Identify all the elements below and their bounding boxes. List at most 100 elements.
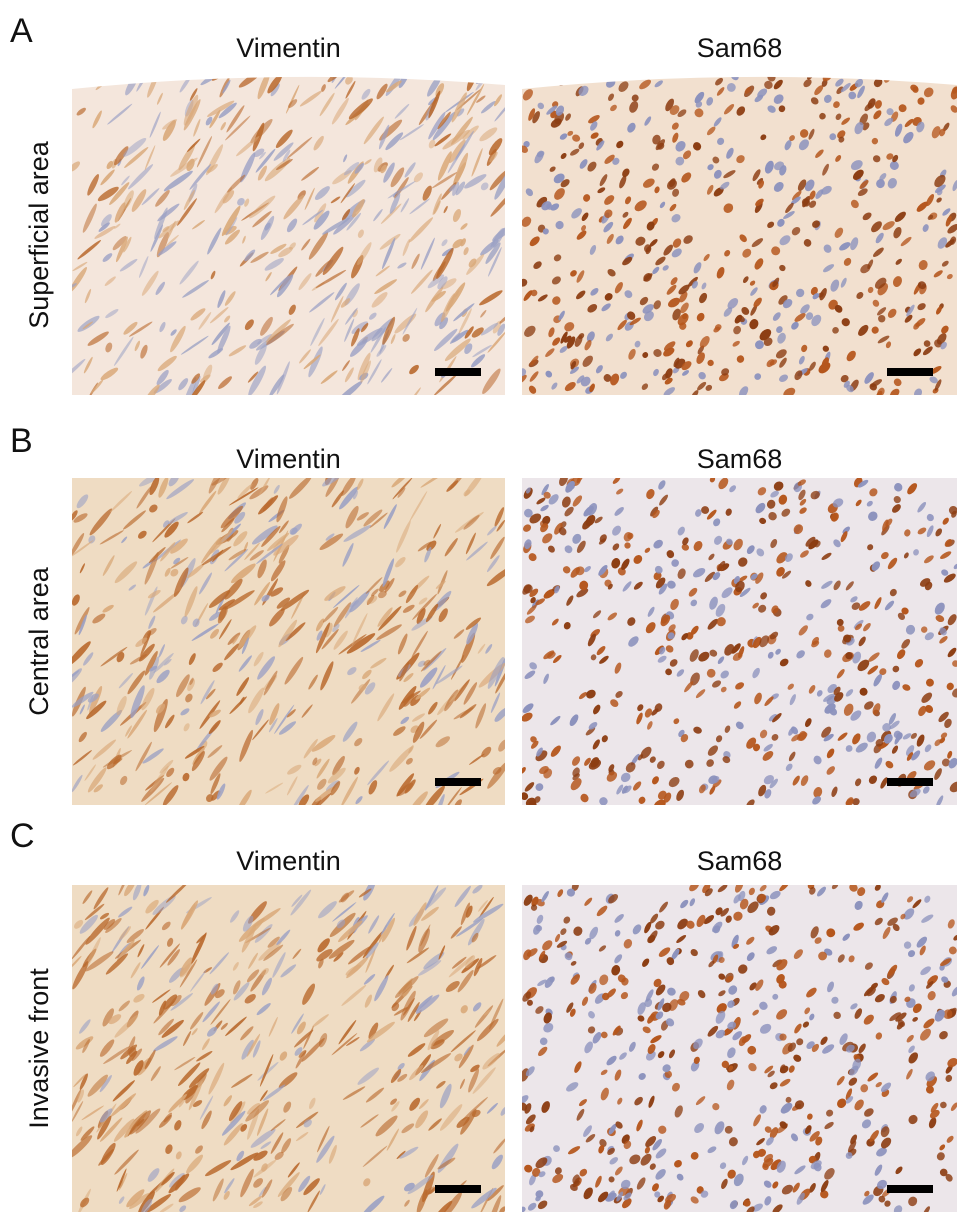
nucleus	[659, 901, 668, 913]
nucleus	[709, 596, 718, 610]
nucleus	[655, 920, 665, 930]
stain-fiber	[192, 1100, 203, 1108]
nucleus	[668, 297, 681, 308]
stain-fiber	[409, 1065, 424, 1081]
stain-fiber	[124, 885, 136, 897]
nucleus	[831, 885, 839, 890]
nucleus	[643, 178, 655, 188]
stain-fiber	[341, 209, 351, 221]
stain-fiber	[401, 1123, 415, 1134]
nucleus	[698, 784, 706, 794]
nucleus	[703, 253, 710, 262]
stain-fiber	[170, 994, 182, 1007]
stain-fiber	[376, 83, 388, 100]
stain-fiber	[310, 317, 325, 347]
stain-fiber	[195, 1145, 203, 1154]
nucleus	[926, 981, 934, 989]
stain-fiber	[253, 1150, 268, 1161]
stain-fiber	[487, 555, 500, 573]
nucleus	[779, 165, 787, 176]
nucleus	[845, 1152, 853, 1159]
nucleus	[522, 712, 533, 722]
nucleus	[634, 340, 641, 348]
nucleus	[834, 304, 843, 313]
nucleus	[759, 635, 770, 648]
nucleus	[750, 573, 758, 580]
stain-fiber	[451, 92, 467, 123]
nucleus	[811, 314, 822, 327]
stain-fiber	[209, 109, 221, 129]
nucleus	[674, 1105, 683, 1118]
nucleus	[586, 689, 596, 699]
stain-fiber	[380, 368, 393, 383]
stain-fiber	[86, 700, 107, 720]
nucleus	[947, 647, 957, 658]
nucleus	[926, 513, 934, 522]
nucleus	[798, 625, 808, 636]
stain-fiber	[331, 490, 345, 508]
stain-fiber	[103, 1046, 131, 1065]
stain-fiber	[320, 370, 338, 384]
nucleus	[864, 372, 874, 384]
nucleus	[529, 371, 539, 382]
nucleus	[738, 575, 748, 582]
stain-fiber	[384, 964, 394, 980]
nucleus	[868, 652, 880, 662]
nucleus	[752, 1203, 763, 1212]
stain-fiber	[346, 212, 362, 231]
nucleus	[768, 512, 777, 521]
stain-fiber	[129, 1110, 152, 1135]
stain-fiber	[460, 1109, 477, 1135]
nucleus	[845, 651, 853, 660]
nucleus	[738, 557, 748, 567]
scale-bar	[435, 368, 481, 376]
stain-fiber	[217, 290, 226, 308]
nucleus	[808, 128, 815, 140]
stain-fiber	[256, 543, 283, 565]
nucleus	[617, 319, 627, 331]
nucleus	[947, 919, 955, 929]
nucleus	[874, 597, 882, 610]
nucleus	[667, 987, 676, 996]
nucleus	[541, 483, 549, 496]
nucleus	[901, 638, 911, 649]
nucleus	[772, 312, 781, 321]
nucleus	[715, 1029, 726, 1039]
nucleus	[934, 768, 942, 780]
nucleus	[785, 1096, 792, 1103]
stain-fiber	[82, 321, 93, 330]
nucleus	[564, 322, 575, 332]
nucleus	[716, 87, 725, 96]
nucleus	[604, 209, 613, 218]
nucleus	[823, 733, 834, 742]
nucleus	[879, 173, 887, 181]
stain-fiber	[82, 890, 93, 905]
nucleus	[551, 382, 558, 390]
stain-fiber	[259, 478, 271, 496]
nucleus	[836, 669, 845, 679]
stain-fiber	[156, 92, 163, 105]
nucleus	[536, 914, 544, 924]
stain-fiber	[488, 247, 502, 277]
nucleus	[672, 308, 681, 321]
stain-fiber	[463, 1046, 471, 1056]
nucleus	[572, 134, 581, 142]
stain-fiber	[101, 214, 112, 227]
nucleus	[597, 1191, 609, 1203]
stain-fiber	[317, 1125, 330, 1153]
stain-fiber	[76, 107, 86, 116]
stain-fiber	[292, 948, 302, 960]
nucleus	[578, 1099, 587, 1107]
nucleus	[550, 745, 561, 757]
stain-fiber	[210, 270, 216, 280]
stain-fiber	[298, 273, 312, 291]
nucleus	[709, 649, 718, 657]
stain-fiber	[87, 174, 99, 196]
nucleus	[752, 743, 761, 752]
nucleus	[599, 534, 607, 543]
stain-fiber	[109, 182, 130, 205]
nucleus	[767, 221, 775, 229]
stain-fiber	[402, 334, 410, 342]
nucleus	[895, 1012, 907, 1022]
nucleus	[673, 718, 680, 725]
